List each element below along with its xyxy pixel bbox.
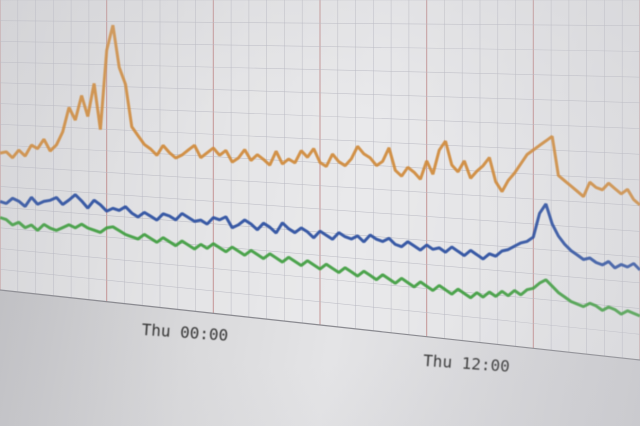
x-tick-label: Thu 12:00 [423,351,511,376]
grid-line-horizontal [0,227,640,284]
series-line-2 [0,193,640,272]
grid-line-horizontal [0,248,640,309]
grid-line-horizontal [0,165,640,207]
grid-line-horizontal [0,82,640,104]
grid-line-horizontal [0,268,640,335]
grid-line-horizontal [0,41,640,52]
series-line-1 [0,24,640,207]
grid-line-horizontal [0,20,640,27]
series-line-3 [0,216,640,318]
grid-line-horizontal [0,103,640,129]
grid-line-horizontal [0,186,640,232]
x-tick-label: Thu 00:00 [141,320,229,345]
x-axis [0,289,640,361]
